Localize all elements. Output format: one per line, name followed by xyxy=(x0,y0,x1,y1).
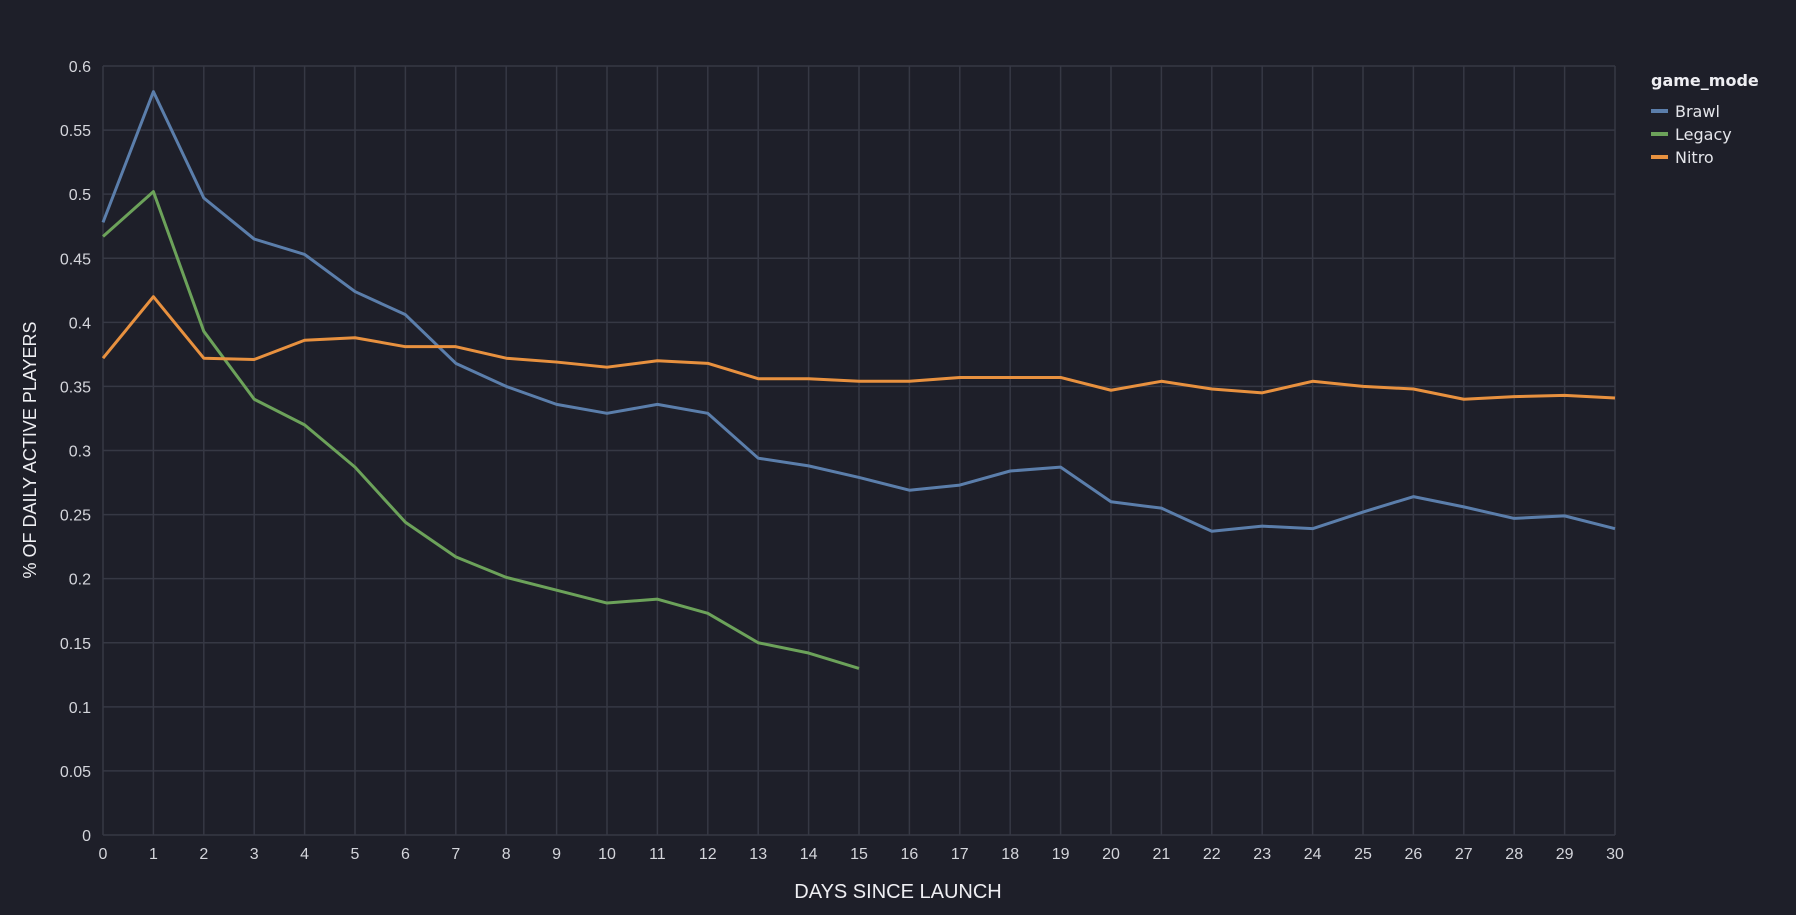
x-tick-label: 7 xyxy=(451,846,460,863)
y-tick-label: 0.3 xyxy=(69,444,91,461)
x-tick-label: 2 xyxy=(199,846,208,863)
legend: game_mode Brawl Legacy Nitro xyxy=(1651,71,1759,167)
y-tick-label: 0.2 xyxy=(69,572,91,589)
x-tick-label: 17 xyxy=(951,846,969,863)
y-tick-label: 0.25 xyxy=(60,508,91,525)
x-tick-label: 22 xyxy=(1203,846,1221,863)
x-tick-label: 21 xyxy=(1153,846,1171,863)
x-tick-label: 12 xyxy=(699,846,717,863)
x-tick-label: 19 xyxy=(1052,846,1070,863)
x-tick-label: 13 xyxy=(749,846,767,863)
x-tick-label: 3 xyxy=(250,846,259,863)
x-tick-label: 4 xyxy=(300,846,309,863)
y-axis-ticks: 0 0.05 0.1 0.15 0.2 0.25 0.3 0.35 0.4 0.45 0.5 0.55… xyxy=(60,59,91,845)
series-lines xyxy=(101,90,1616,670)
x-tick-label: 6 xyxy=(401,846,410,863)
x-tick-label: 14 xyxy=(800,846,818,863)
grid xyxy=(102,65,1616,836)
y-tick-label: 0.35 xyxy=(60,379,91,396)
y-tick-label: 0.15 xyxy=(60,636,91,653)
x-tick-label: 30 xyxy=(1606,846,1624,863)
x-tick-label: 25 xyxy=(1354,846,1372,863)
y-tick-label: 0 xyxy=(82,828,91,845)
x-axis-title: DAYS SINCE LAUNCH xyxy=(794,881,1001,903)
legend-title: game_mode xyxy=(1651,71,1759,90)
x-tick-label: 5 xyxy=(351,846,360,863)
x-tick-label: 28 xyxy=(1505,846,1523,863)
legend-label: Nitro xyxy=(1675,148,1714,167)
x-tick-label: 10 xyxy=(598,846,616,863)
x-tick-label: 23 xyxy=(1253,846,1271,863)
x-tick-label: 20 xyxy=(1102,846,1120,863)
y-tick-label: 0.5 xyxy=(69,187,91,204)
y-tick-label: 0.45 xyxy=(60,251,91,268)
x-tick-label: 24 xyxy=(1304,846,1322,863)
x-tick-label: 26 xyxy=(1405,846,1423,863)
y-axis-title: % OF DAILY ACTIVE PLAYERS xyxy=(20,321,40,578)
y-tick-label: 0.1 xyxy=(69,700,91,717)
x-tick-label: 29 xyxy=(1556,846,1574,863)
legend-label: Brawl xyxy=(1675,102,1720,121)
x-tick-label: 16 xyxy=(901,846,919,863)
y-tick-label: 0.05 xyxy=(60,764,91,781)
x-tick-label: 9 xyxy=(552,846,561,863)
x-tick-label: 27 xyxy=(1455,846,1473,863)
x-tick-label: 18 xyxy=(1001,846,1019,863)
series-line-legacy xyxy=(102,190,860,670)
x-tick-label: 1 xyxy=(149,846,158,863)
x-tick-label: 15 xyxy=(850,846,868,863)
series-line-brawl xyxy=(101,90,1616,533)
y-tick-label: 0.55 xyxy=(60,123,91,140)
x-tick-label: 11 xyxy=(649,846,666,863)
y-tick-label: 0.6 xyxy=(69,59,91,76)
x-tick-label: 8 xyxy=(502,846,511,863)
y-tick-label: 0.4 xyxy=(69,315,91,332)
x-axis-ticks: 0 1 2 3 4 5 6 7 8 9 10 11 12 13 14 15 16 17 18 19 20 21 22 23 24… xyxy=(99,846,1624,863)
series-line-nitro xyxy=(101,295,1616,401)
x-tick-label: 0 xyxy=(99,846,108,863)
legend-label: Legacy xyxy=(1675,125,1732,144)
